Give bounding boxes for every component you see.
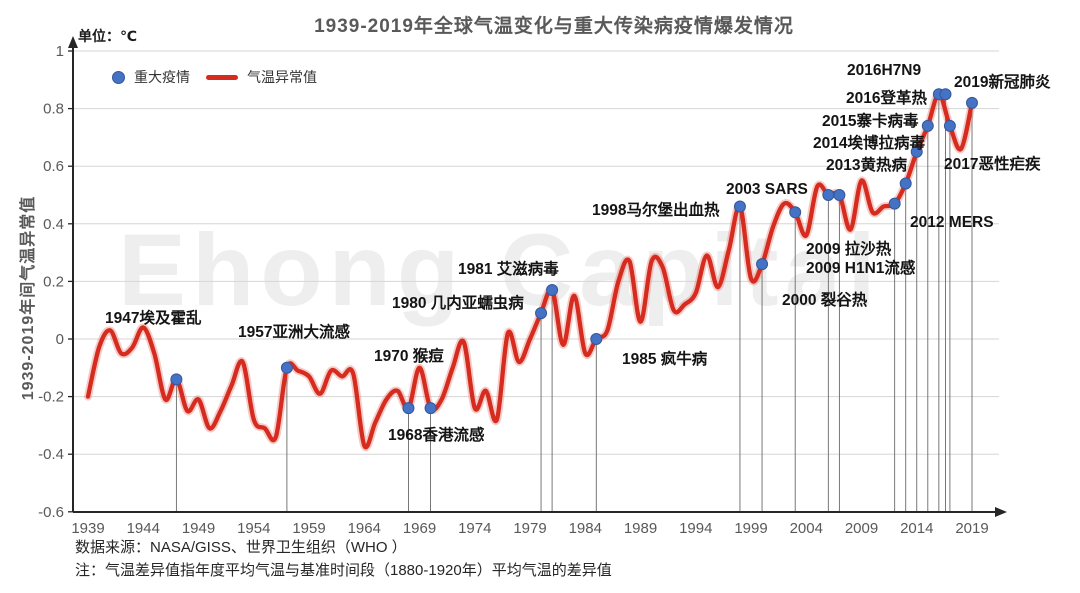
epidemic-marker <box>535 307 548 320</box>
epidemic-marker <box>590 333 603 345</box>
x-tick-label: 2004 <box>790 520 823 537</box>
x-tick-label: 2009 <box>845 520 878 537</box>
x-tick-label: 1959 <box>292 520 325 537</box>
x-tick-label: 1979 <box>513 520 546 537</box>
chart-title: 1939-2019年全球气温变化与重大传染病疫情爆发情况 <box>314 16 794 37</box>
legend: 重大疫情 气温异常值 <box>112 67 317 87</box>
x-tick-label: 1954 <box>237 520 270 537</box>
epidemic-marker <box>939 88 952 101</box>
unit-label: 单位：℃ <box>78 28 137 44</box>
x-tick-label: 1939 <box>71 520 104 537</box>
y-axis-arrow-icon <box>68 36 78 48</box>
y-tick-label: 0.4 <box>43 216 64 233</box>
legend-item-anomaly: 气温异常值 <box>206 67 317 87</box>
x-tick-label: 2014 <box>900 520 933 537</box>
epidemic-marker <box>756 258 769 271</box>
x-axis-arrow-icon <box>995 507 1007 517</box>
anomaly-line-icon <box>206 74 238 80</box>
footer: 数据来源：NASA/GISS、世界卫生组织（WHO ） 注：气温差异值指年度平均… <box>75 536 612 583</box>
epidemic-marker <box>833 189 846 201</box>
y-tick-label: -0.4 <box>38 446 64 463</box>
epidemic-marker <box>789 206 802 219</box>
epidemic-marker <box>943 119 956 132</box>
epidemic-marker <box>280 361 293 374</box>
x-tick-label: 1964 <box>348 520 381 537</box>
x-tick-label: 1989 <box>624 520 657 537</box>
y-tick-label: 0 <box>56 331 64 348</box>
x-tick-label: 1969 <box>403 520 436 537</box>
epidemic-marker <box>910 145 923 158</box>
footer-source: 数据来源：NASA/GISS、世界卫生组织（WHO ） <box>75 539 407 556</box>
x-tick-label: 1944 <box>127 520 160 537</box>
x-tick-label: 1949 <box>182 520 215 537</box>
epidemic-marker <box>822 189 835 201</box>
epidemic-marker <box>966 96 978 109</box>
legend-anomaly-label: 气温异常值 <box>247 69 317 85</box>
x-tick-label: 1984 <box>569 520 602 537</box>
y-tick-label: 0.6 <box>43 158 64 175</box>
epidemic-marker <box>402 402 415 415</box>
y-tick-label: 1 <box>56 43 64 60</box>
footer-note: 注：气温差异值指年度平均气温与基准时间段（1880-1920年）平均气温的差异值 <box>75 562 612 580</box>
epidemic-marker <box>170 373 183 386</box>
x-tick-label: 2019 <box>955 520 988 537</box>
epidemic-marker <box>424 402 437 415</box>
x-tick-label: 1999 <box>734 520 767 537</box>
legend-epidemic-label: 重大疫情 <box>134 69 190 85</box>
x-tick-label: 1994 <box>679 520 712 537</box>
legend-item-epidemic: 重大疫情 <box>112 67 190 87</box>
y-tick-label: -0.2 <box>38 389 64 406</box>
epidemic-marker <box>921 119 934 132</box>
y-tick-label: -0.6 <box>38 504 64 521</box>
y-tick-label: 0.8 <box>43 101 64 118</box>
epidemic-marker <box>546 284 559 297</box>
x-tick-label: 1974 <box>458 520 491 537</box>
temperature-line <box>85 92 975 450</box>
epidemic-marker <box>733 200 746 213</box>
y-tick-label: 0.2 <box>43 273 64 290</box>
epidemic-marker-icon <box>112 70 125 84</box>
epidemic-marker <box>899 177 912 190</box>
epidemic-marker <box>888 197 901 210</box>
